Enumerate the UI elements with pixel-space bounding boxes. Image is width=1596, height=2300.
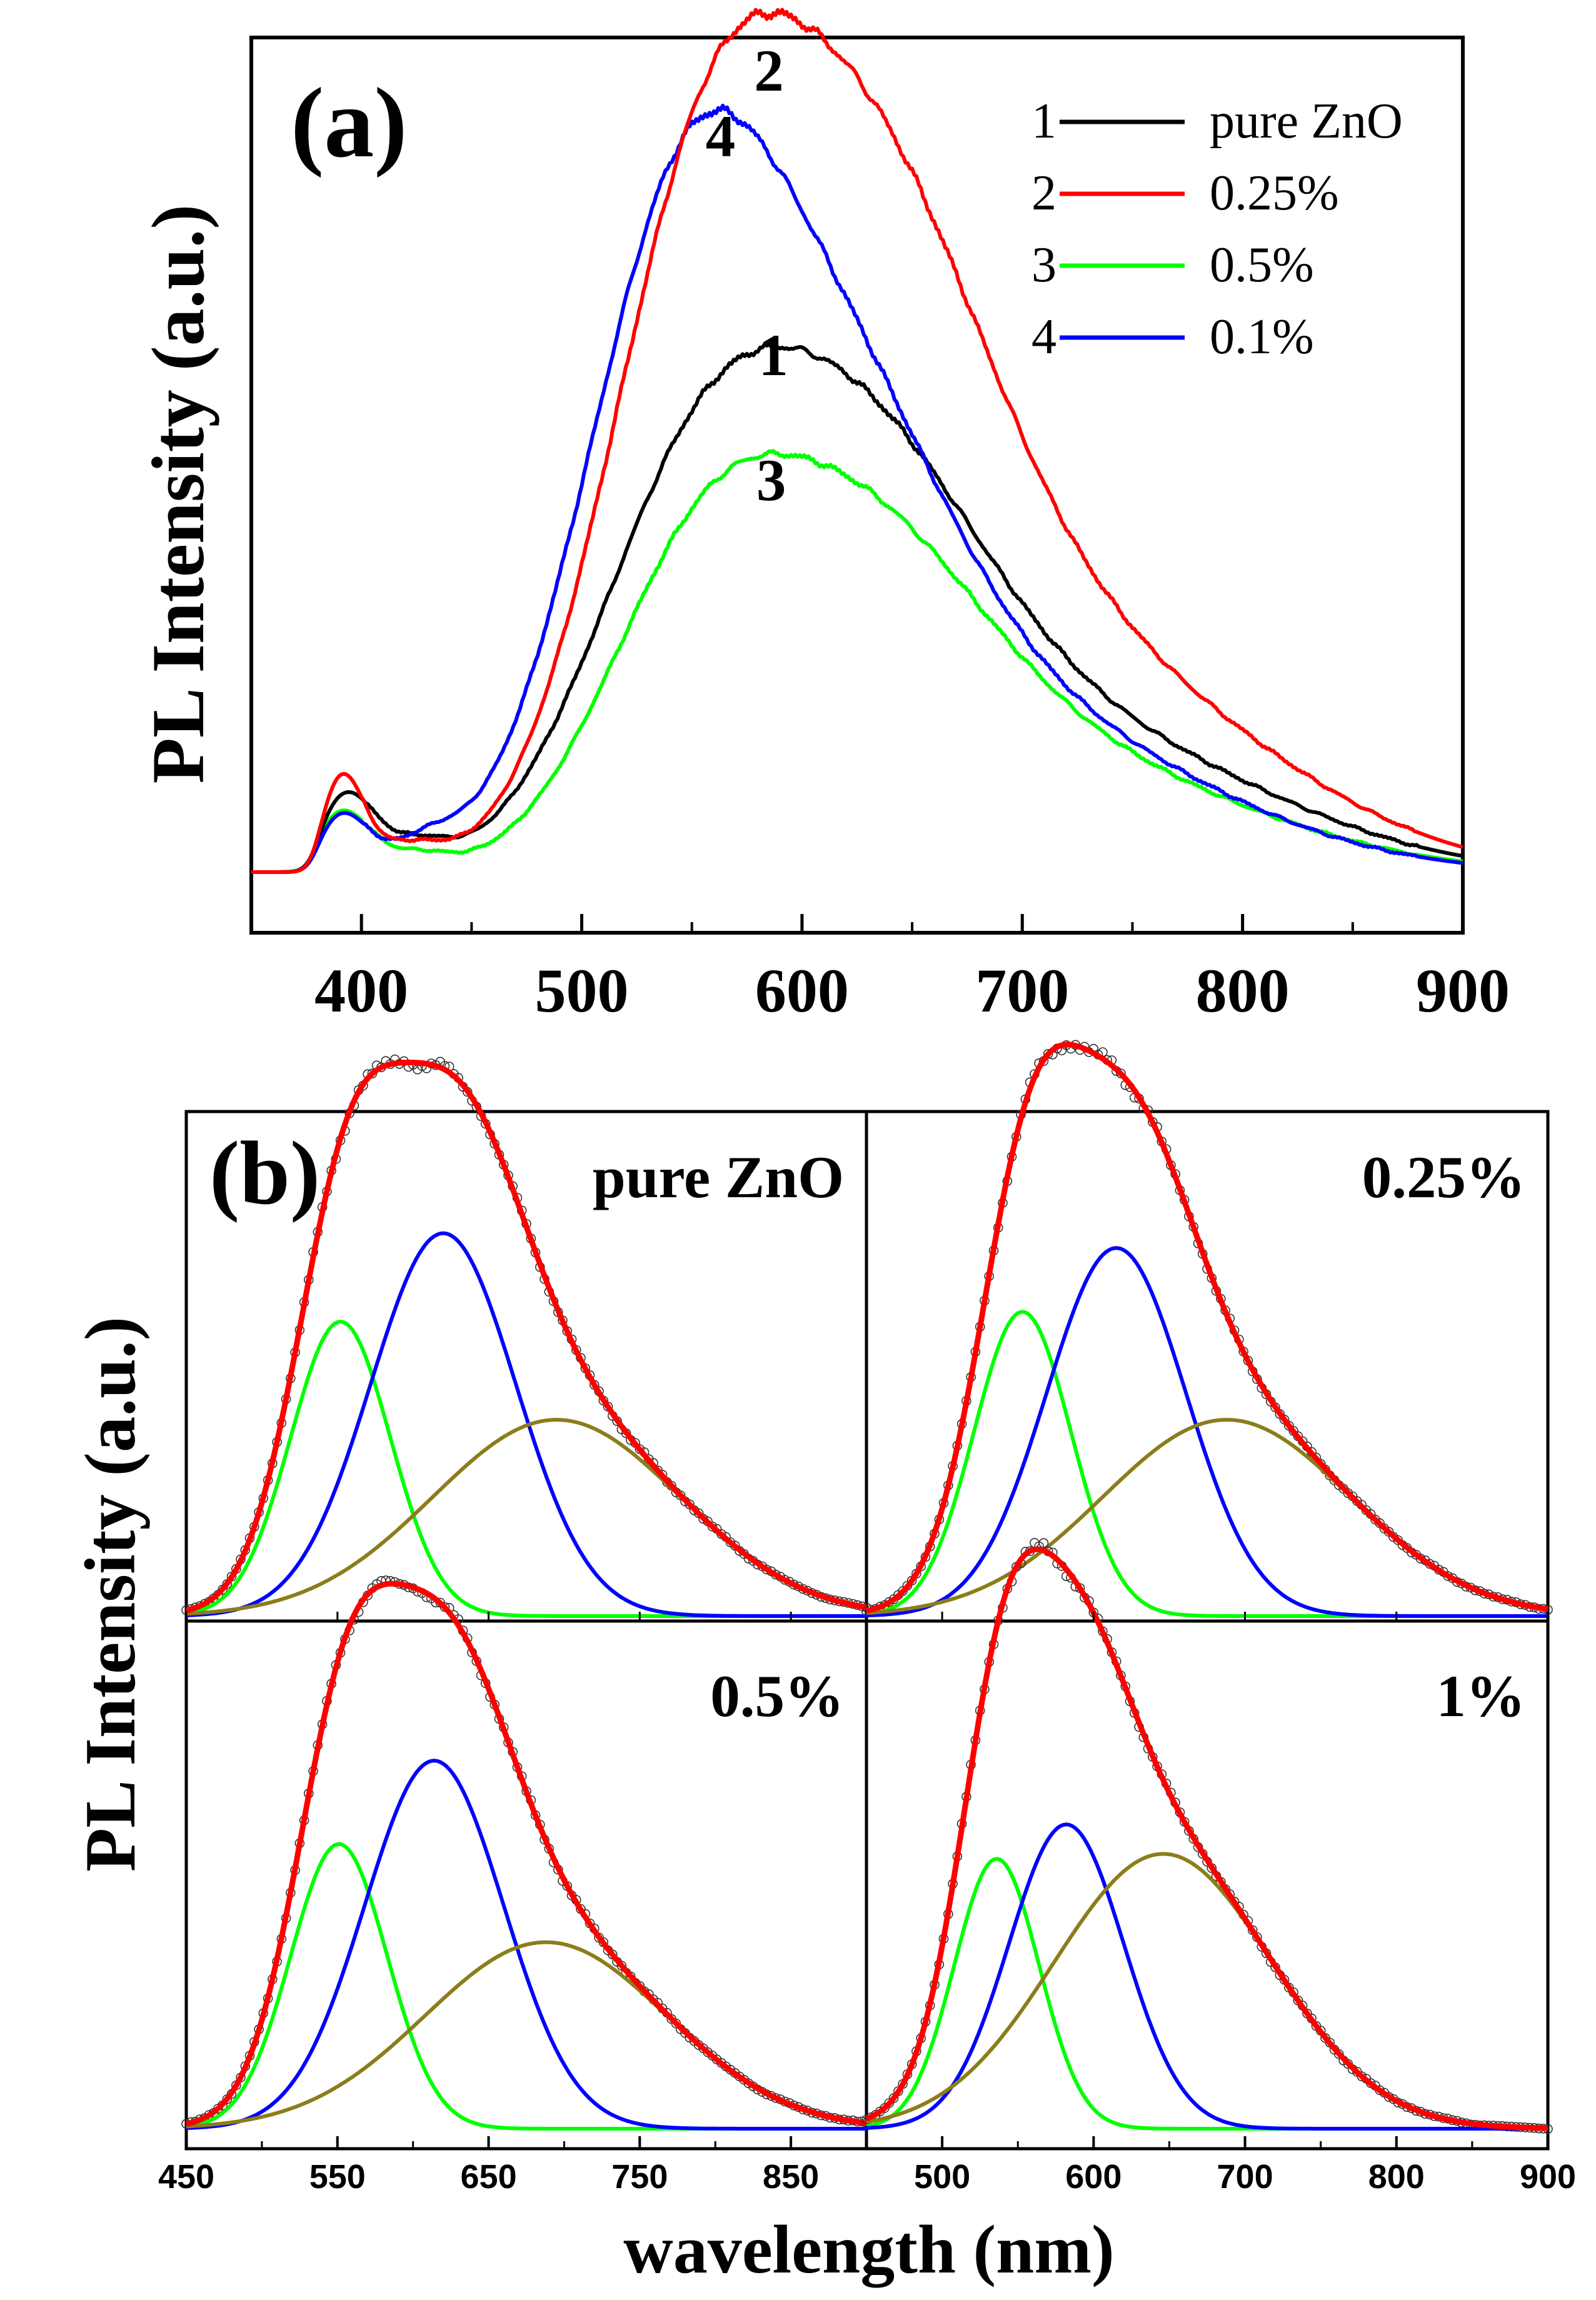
peak-label-3: 3	[756, 447, 786, 513]
panel-a-ylabel: PL Intensity (a.u.)	[136, 204, 219, 784]
subplot-data-points	[861, 1538, 1553, 2134]
legend-label-1: pure ZnO	[1210, 94, 1403, 149]
x-tick-label: 900	[1416, 956, 1510, 1025]
panel-b-label: (b)	[209, 1123, 320, 1223]
x-tick-label: 600	[755, 956, 849, 1025]
x-tick-label: 500	[914, 2158, 970, 2196]
data-point	[1038, 1538, 1049, 1548]
series-1-line	[251, 342, 1463, 874]
peak-label-2: 2	[754, 38, 784, 104]
legend-label-2: 0.25%	[1210, 166, 1339, 221]
panel-a-label: (a)	[291, 67, 408, 178]
legend-index-3: 3	[1031, 238, 1056, 293]
data-point	[707, 1521, 718, 1532]
legend-index-1: 1	[1031, 94, 1056, 149]
panel-a-legend: 1 pure ZnO 2 0.25% 3 0.5% 4 0.1%	[1031, 94, 1403, 364]
component-1-curve	[186, 1319, 866, 1618]
subplot-bottom-right: 1%	[861, 1538, 1553, 2134]
panel-a-peak-labels: 1 2 3 4	[706, 38, 788, 513]
x-tick-label: 850	[763, 2158, 819, 2196]
panel-b-x-axis: 450 550 650 750 850 500 600 700 800 900	[158, 1612, 1576, 2196]
legend-label-4: 0.1%	[1210, 309, 1314, 364]
subplot-top-left: pure ZnO	[181, 1054, 871, 1618]
subplot-top-right: 0.25%	[861, 1040, 1553, 1618]
peak-label-4: 4	[706, 103, 736, 169]
component-2-curve	[866, 1246, 1548, 1618]
component-2-curve	[866, 1822, 1548, 2131]
panel-a: (a) PL Intensity (a.u.) 400 500 600 700 800 9…	[136, 8, 1510, 1025]
subplot-label: 1%	[1437, 1663, 1526, 1729]
series-2-line	[251, 8, 1463, 874]
panel-b-subplots: pure ZnO 0.25% 0.5% 1%	[181, 1040, 1553, 2134]
subplot-label: 0.5%	[710, 1663, 844, 1729]
x-tick-label: 450	[158, 2158, 214, 2196]
x-tick-label: 550	[309, 2158, 366, 2196]
subplot-label: 0.25%	[1362, 1144, 1525, 1210]
panel-b-xlabel: wavelength (nm)	[623, 2211, 1114, 2287]
fit-curve	[865, 1042, 1548, 1614]
subplot-data-points	[181, 1575, 871, 2129]
subplot-bottom-left: 0.5%	[181, 1575, 871, 2131]
peak-label-1: 1	[758, 322, 788, 388]
series-4-line	[251, 103, 1463, 874]
x-tick-label: 700	[975, 956, 1069, 1025]
fit-curve	[185, 1580, 867, 2127]
panel-a-frame	[249, 36, 1465, 935]
x-tick-label: 650	[461, 2158, 517, 2196]
x-tick-label: 500	[535, 956, 629, 1025]
x-tick-label: 800	[1368, 2158, 1425, 2196]
component-2-curve	[186, 1231, 866, 1618]
panel-b-ylabel: PL Intensity (a.u.)	[71, 1317, 150, 1872]
fit-curve	[865, 1546, 1548, 2131]
panel-a-series-group	[251, 8, 1463, 874]
component-2-curve	[186, 1759, 866, 2131]
component-3-curve	[866, 1852, 1548, 2131]
x-tick-label: 800	[1196, 956, 1290, 1025]
fit-curve	[185, 1060, 867, 1614]
panel-a-x-axis: 400 500 600 700 800 900	[314, 914, 1510, 1025]
series-3-line	[251, 449, 1463, 874]
x-tick-label: 900	[1520, 2158, 1576, 2196]
component-1-curve	[866, 1857, 1548, 2131]
x-tick-label: 600	[1065, 2158, 1122, 2196]
legend-index-4: 4	[1031, 309, 1056, 364]
x-tick-label: 400	[314, 956, 408, 1025]
x-tick-label: 700	[1217, 2158, 1273, 2196]
x-tick-label: 750	[611, 2158, 668, 2196]
subplot-label: pure ZnO	[593, 1144, 844, 1210]
subplot-data-points	[861, 1040, 1553, 1617]
panel-b: (b) PL Intensity (a.u.) wavelength (nm) …	[71, 1040, 1576, 2287]
legend-label-3: 0.5%	[1210, 238, 1314, 293]
legend-index-2: 2	[1031, 166, 1056, 221]
